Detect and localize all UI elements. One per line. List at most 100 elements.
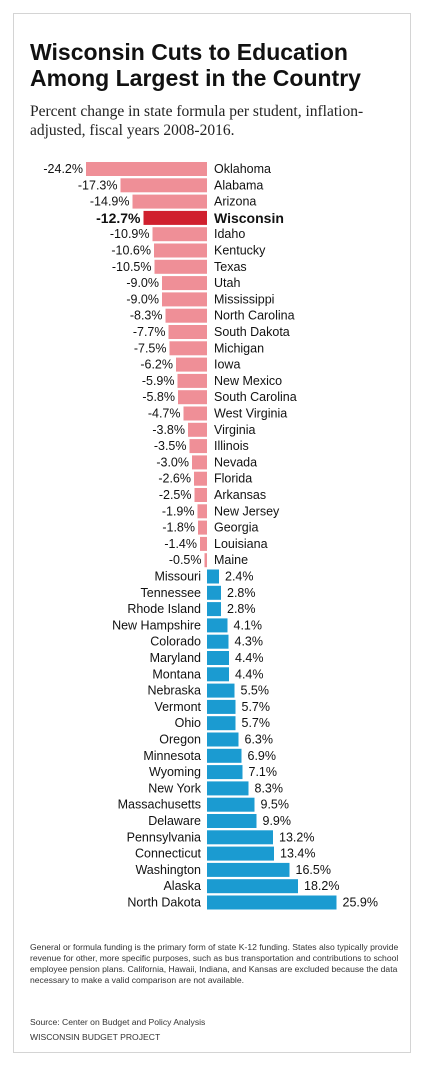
state-label-nebraska: Nebraska (148, 684, 202, 698)
state-label-florida: Florida (214, 472, 252, 486)
value-label-idaho: -10.9% (110, 227, 150, 241)
bar-new-jersey (197, 504, 207, 519)
state-label-oregon: Oregon (159, 733, 201, 747)
state-label-iowa: Iowa (214, 358, 240, 372)
value-label-new-york: 8.3% (255, 781, 284, 795)
bar-virginia (188, 422, 207, 437)
bar-missouri (207, 569, 219, 584)
value-label-alabama: -17.3% (78, 178, 118, 192)
bar-massachusetts (207, 797, 255, 812)
bar-oregon (207, 732, 239, 747)
state-label-north-carolina: North Carolina (214, 309, 295, 323)
bar-rhode-island (207, 602, 221, 617)
state-label-maine: Maine (214, 553, 248, 567)
bar-maryland (207, 651, 229, 665)
value-label-iowa: -6.2% (140, 358, 173, 372)
state-label-mississippi: Mississippi (214, 292, 274, 306)
bar-alaska (207, 879, 298, 894)
bar-florida (194, 471, 207, 486)
bar-colorado (207, 634, 229, 649)
state-label-new-hampshire: New Hampshire (112, 618, 201, 632)
bar-michigan (169, 341, 207, 356)
source-line: Source: Center on Budget and Policy Anal… (30, 1017, 206, 1027)
value-label-south-carolina: -5.8% (142, 390, 175, 404)
organization-name: WISCONSIN BUDGET PROJECT (30, 1032, 161, 1042)
bar-north-carolina (165, 308, 207, 323)
value-label-maryland: 4.4% (235, 651, 264, 665)
bar-ohio (207, 716, 236, 731)
bar-washington (207, 862, 290, 877)
value-label-maine: -0.5% (169, 553, 202, 567)
value-label-michigan: -7.5% (134, 341, 167, 355)
bar-vermont (207, 699, 236, 714)
value-label-texas: -10.5% (112, 260, 152, 274)
state-label-connecticut: Connecticut (135, 847, 202, 861)
value-label-vermont: 5.7% (242, 700, 271, 714)
value-label-montana: 4.4% (235, 667, 264, 681)
value-label-north-carolina: -8.3% (130, 309, 163, 323)
value-label-virginia: -3.8% (152, 423, 185, 437)
state-label-new-jersey: New Jersey (214, 504, 280, 518)
value-label-arizona: -14.9% (90, 195, 130, 209)
chart-title: Wisconsin Cuts to Education Among Larges… (30, 39, 361, 91)
value-label-new-jersey: -1.9% (162, 504, 195, 518)
bar-pennsylvania (207, 830, 273, 845)
value-label-minnesota: 6.9% (248, 749, 277, 763)
state-label-georgia: Georgia (214, 521, 259, 535)
state-label-oklahoma: Oklahoma (214, 162, 271, 176)
value-label-connecticut: 13.4% (280, 847, 315, 861)
bar-chart: -24.2% Oklahoma -17.3% Alabama -14.9% Arizona… (43, 162, 378, 910)
state-label-illinois: Illinois (214, 439, 249, 453)
state-label-idaho: Idaho (214, 227, 245, 241)
bar-west-virginia (183, 406, 207, 421)
bar-wyoming (207, 765, 243, 780)
value-label-oregon: 6.3% (245, 733, 274, 747)
value-label-colorado: 4.3% (235, 635, 264, 649)
value-label-nebraska: 5.5% (241, 684, 270, 698)
value-label-arkansas: -2.5% (159, 488, 192, 502)
bar-idaho (152, 227, 207, 242)
bar-kentucky (154, 243, 207, 258)
value-label-pennsylvania: 13.2% (279, 830, 314, 844)
state-label-maryland: Maryland (150, 651, 201, 665)
bar-oklahoma (86, 162, 207, 176)
value-label-mississippi: -9.0% (126, 292, 159, 306)
value-label-utah: -9.0% (126, 276, 159, 290)
state-label-montana: Montana (152, 667, 201, 681)
value-label-oklahoma: -24.2% (43, 162, 83, 176)
state-label-south-carolina: South Carolina (214, 390, 297, 404)
state-label-virginia: Virginia (214, 423, 256, 437)
state-label-arizona: Arizona (214, 195, 256, 209)
value-label-new-hampshire: 4.1% (234, 618, 263, 632)
state-label-rhode-island: Rhode Island (127, 602, 201, 616)
state-label-utah: Utah (214, 276, 240, 290)
value-label-new-mexico: -5.9% (142, 374, 175, 388)
state-label-texas: Texas (214, 260, 247, 274)
bar-south-carolina (178, 390, 207, 405)
state-label-south-dakota: South Dakota (214, 325, 290, 339)
state-label-wisconsin: Wisconsin (214, 210, 284, 226)
bar-maine (204, 553, 207, 568)
bar-nebraska (207, 683, 235, 698)
value-label-washington: 16.5% (296, 863, 331, 877)
bar-wisconsin (143, 210, 207, 225)
value-label-kentucky: -10.6% (111, 244, 151, 258)
value-label-tennessee: 2.8% (227, 586, 256, 600)
bar-connecticut (207, 846, 274, 861)
bar-louisiana (200, 536, 207, 551)
value-label-massachusetts: 9.5% (261, 798, 290, 812)
value-label-delaware: 9.9% (263, 814, 292, 828)
state-label-washington: Washington (135, 863, 201, 877)
value-label-west-virginia: -4.7% (148, 407, 181, 421)
state-label-vermont: Vermont (154, 700, 201, 714)
bar-arkansas (194, 488, 207, 502)
value-label-north-dakota: 25.9% (343, 896, 378, 910)
bar-utah (162, 276, 207, 291)
state-label-louisiana: Louisiana (214, 537, 268, 551)
bar-texas (154, 259, 207, 274)
value-label-wyoming: 7.1% (249, 765, 278, 779)
bar-arizona (132, 194, 207, 209)
state-label-new-mexico: New Mexico (214, 374, 282, 388)
state-label-tennessee: Tennessee (141, 586, 202, 600)
value-label-south-dakota: -7.7% (133, 325, 166, 339)
